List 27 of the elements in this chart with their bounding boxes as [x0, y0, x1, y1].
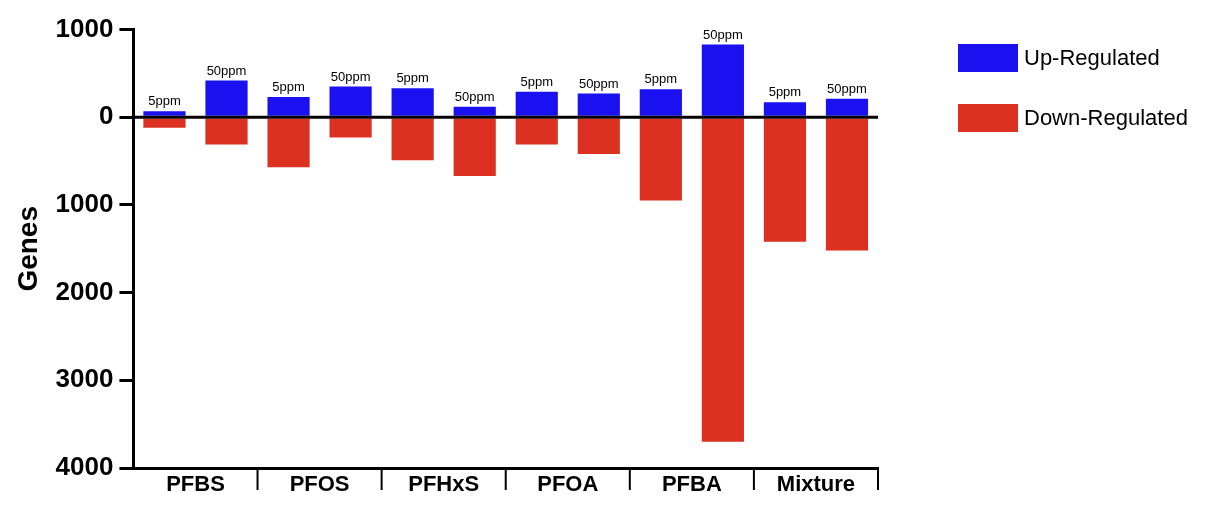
annotation: 50ppm: [827, 80, 867, 96]
y-axis-title: Genes: [11, 206, 43, 292]
annotation: 5ppm: [644, 71, 678, 87]
annotation: 5ppm: [148, 93, 181, 109]
text: PFOA: [537, 471, 599, 497]
text: PFHxS: [408, 471, 480, 497]
annotation: 50ppm: [206, 62, 247, 78]
text: PFBS: [166, 471, 225, 497]
text: Mixture: [776, 471, 856, 497]
legend-label: Down-Regulated: [1024, 105, 1188, 131]
annotation: 5ppm: [520, 73, 554, 89]
text: PFBA: [661, 471, 722, 497]
annotation: 5ppm: [396, 70, 429, 86]
y-tick-label: 0: [98, 100, 114, 131]
y-tick-label: 2000: [55, 275, 114, 306]
legend-label: Up-Regulated: [1024, 45, 1160, 71]
y-tick-label: 4000: [55, 451, 114, 482]
annotation: 5ppm: [768, 84, 802, 100]
annotation: 50ppm: [330, 68, 371, 84]
y-tick-label: 1000: [55, 188, 114, 219]
annotation: 50ppm: [454, 88, 495, 104]
text: PFOS: [289, 471, 350, 497]
y-tick-label: 1000: [55, 12, 114, 43]
y-tick-label: 3000: [55, 363, 114, 394]
annotation: 50ppm: [703, 26, 743, 42]
annotation: 5ppm: [272, 79, 305, 95]
annotation: 50ppm: [578, 75, 619, 91]
